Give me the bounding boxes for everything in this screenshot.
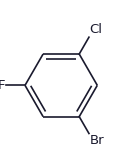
Text: Cl: Cl xyxy=(90,24,103,36)
Text: Br: Br xyxy=(90,134,104,147)
Text: F: F xyxy=(0,79,5,92)
